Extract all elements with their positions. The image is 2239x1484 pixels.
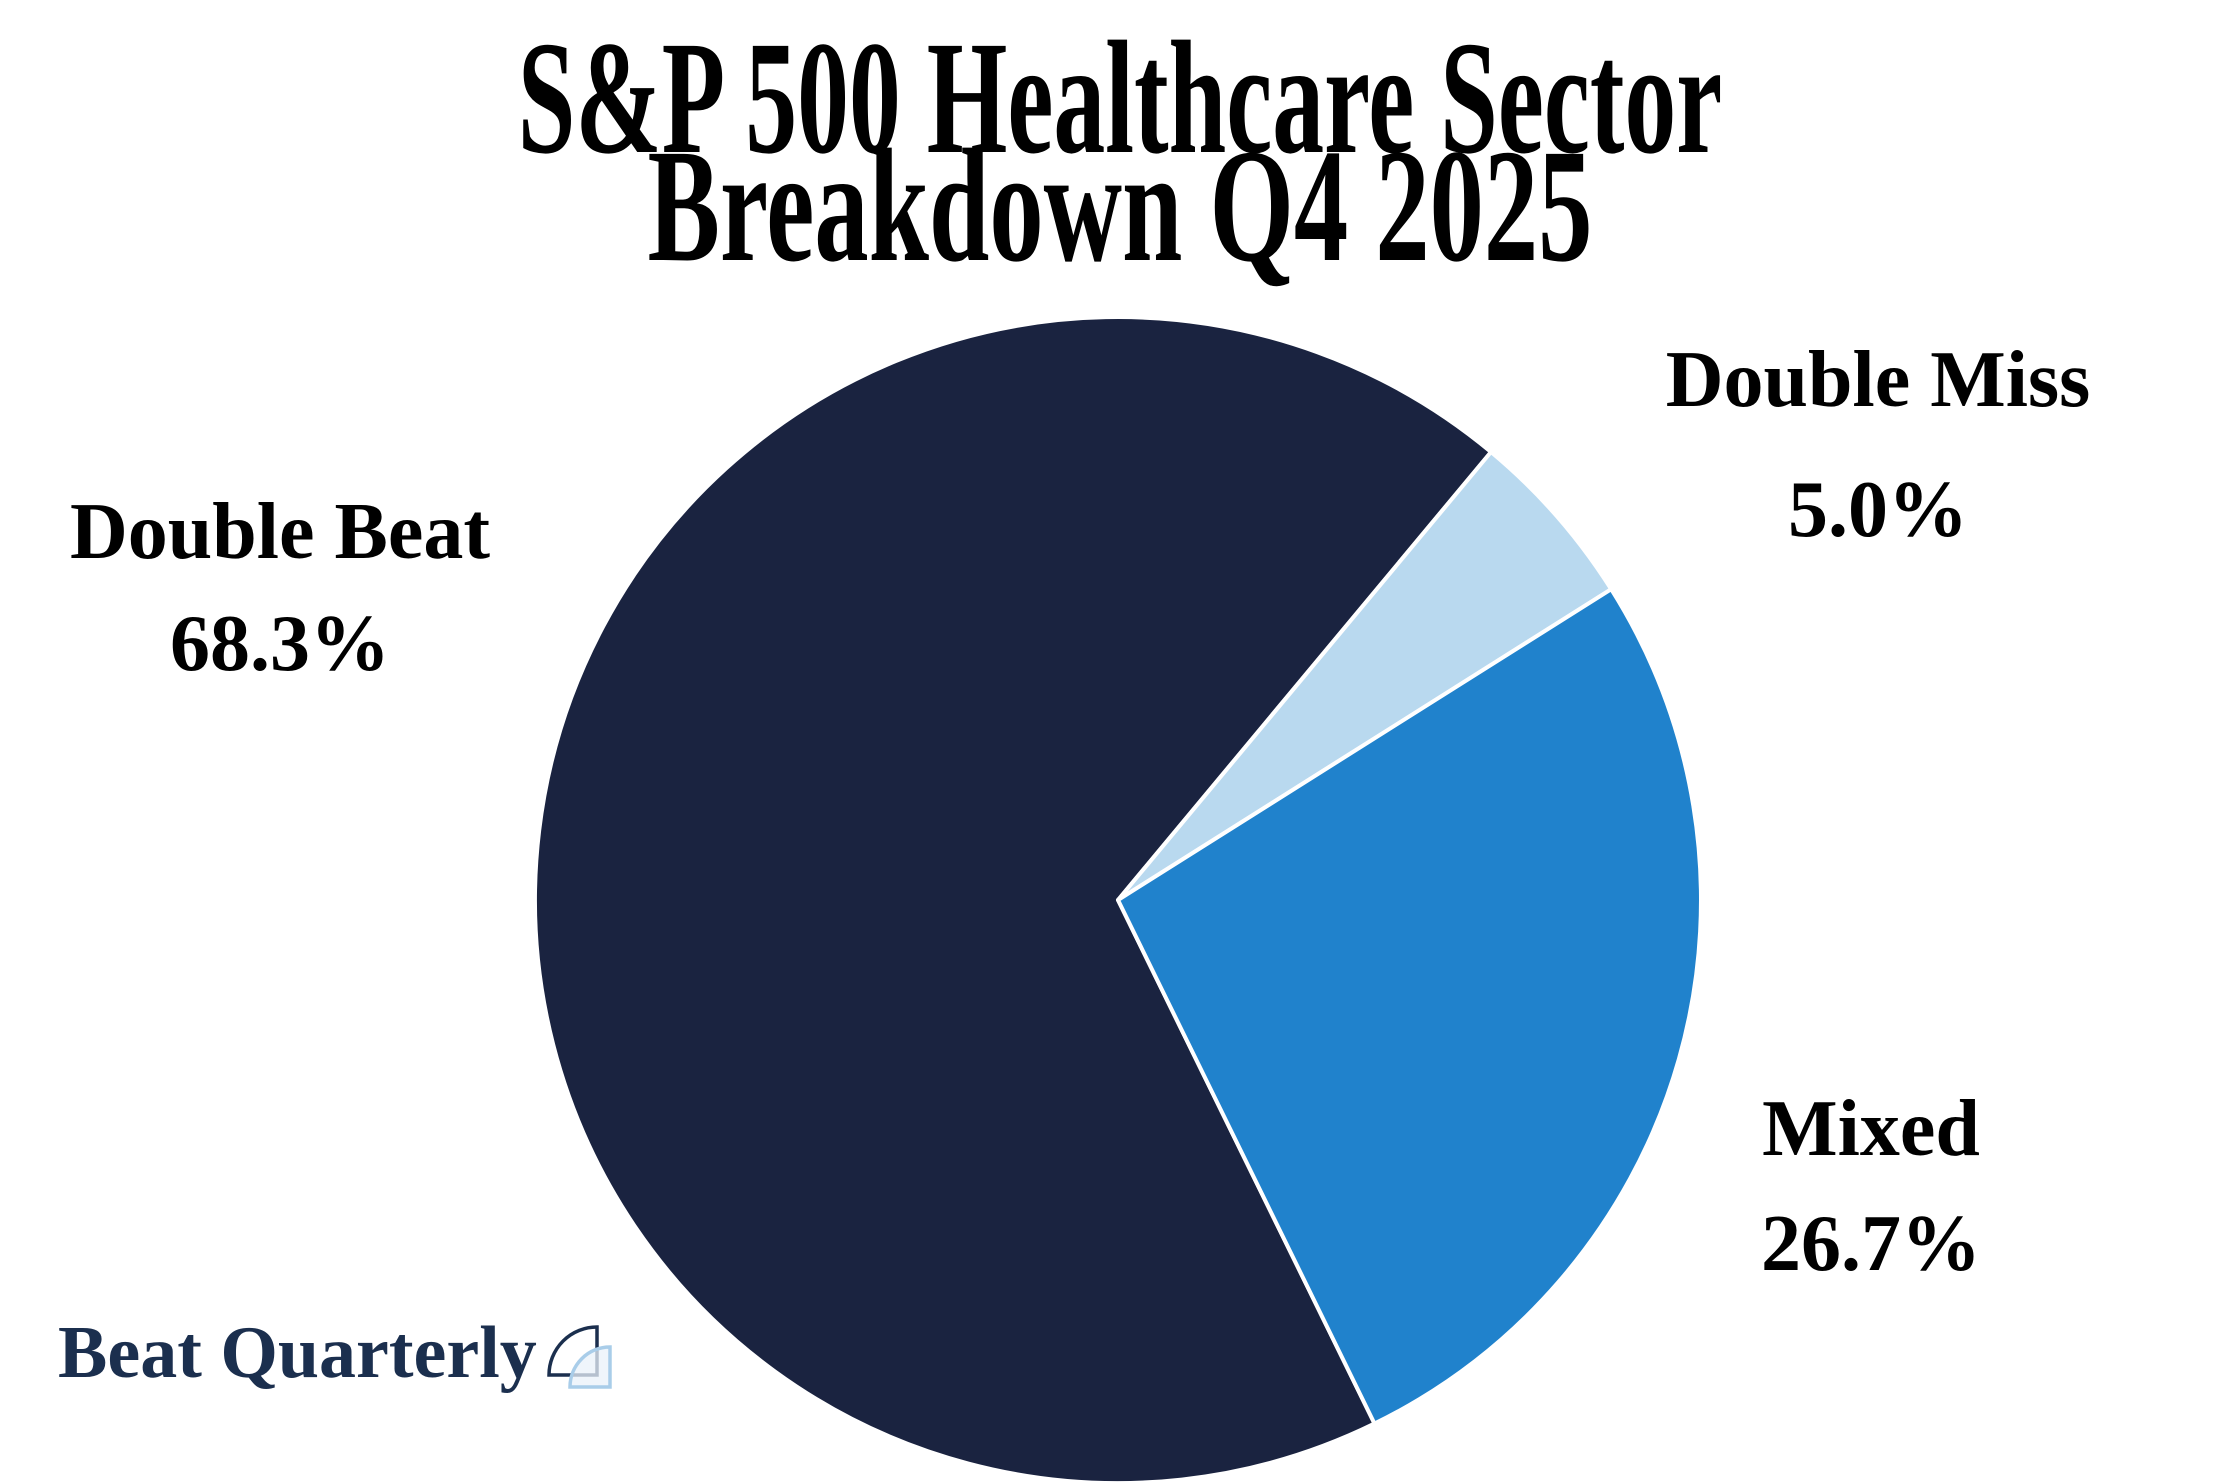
slice-label-mixed-pct: 26.7% [1761,1200,1981,1288]
pie-slice-double-beat [532,315,1493,1484]
slice-label-double-beat-name: Double Beat [70,488,490,576]
chart-title-line2: Breakdown Q4 2025 [647,117,1592,296]
pie-slice-mixed [1116,587,1703,1426]
slice-label-double-miss-name: Double Miss [1665,336,2091,424]
brand-logo-text: Beat Quarterly [58,1312,537,1394]
slice-label-double-miss-pct: 5.0% [1788,466,1968,554]
logo-quarter-accent [568,1345,612,1389]
slice-label-double-beat-pct: 68.3% [170,600,390,688]
slice-label-double-miss: Double Miss 5.0% [1578,315,2178,575]
chart-title-line1: S&P 500 Healthcare Sector [517,9,1722,188]
slice-label-mixed-name: Mixed [1762,1085,1980,1173]
pie-slice-double-miss [1116,450,1614,902]
quarter-circle-pie-icon [547,1325,612,1389]
slice-label-mixed: Mixed 26.7% [1621,1072,2121,1302]
slice-label-double-beat: Double Beat 68.3% [30,476,530,700]
